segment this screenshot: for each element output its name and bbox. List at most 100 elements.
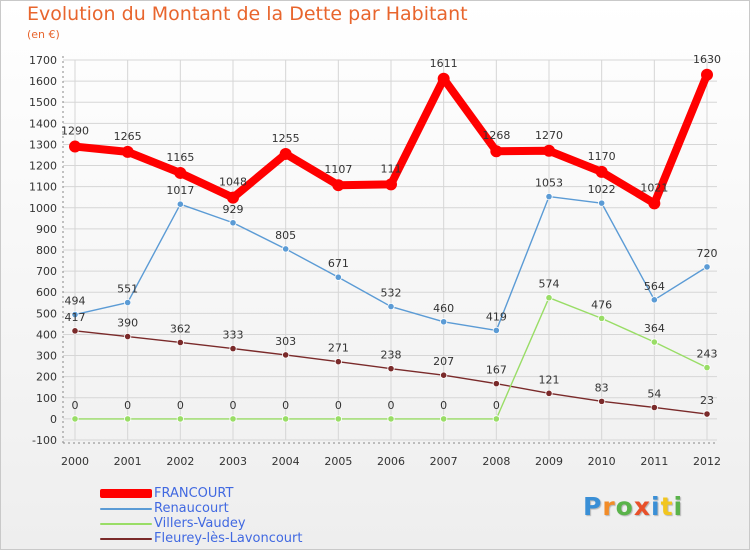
legend-swatch <box>100 522 152 525</box>
data-label-fleurey-les-lavoncourt: 390 <box>117 317 138 330</box>
y-tick-label: 800 <box>36 244 57 257</box>
data-label-fleurey-les-lavoncourt: 121 <box>539 373 560 386</box>
x-tick-label: 2005 <box>324 455 352 468</box>
data-point-francourt <box>121 145 134 158</box>
data-label-villers-vaudey: 0 <box>335 399 342 412</box>
axes: -100010020030040050060070080090010001100… <box>29 54 721 468</box>
data-label-villers-vaudey: 0 <box>388 399 395 412</box>
y-tick-label: 1700 <box>29 54 57 67</box>
y-tick-label: -100 <box>32 434 57 447</box>
data-label-villers-vaudey: 0 <box>493 399 500 412</box>
x-tick-label: 2006 <box>377 455 405 468</box>
data-label-renaucourt: 805 <box>275 229 296 242</box>
x-tick-label: 2004 <box>272 455 300 468</box>
data-label-francourt: 1021 <box>640 181 668 194</box>
data-point-fleurey-les-lavoncourt <box>650 403 658 412</box>
data-point-renaucourt <box>650 296 658 304</box>
data-point-villers-vaudey <box>124 415 132 423</box>
data-point-renaucourt <box>440 318 448 326</box>
data-point-villers-vaudey <box>71 415 79 423</box>
data-label-francourt: 1165 <box>166 151 194 164</box>
data-point-renaucourt <box>176 200 184 208</box>
data-label-francourt: 1290 <box>61 125 89 138</box>
data-label-villers-vaudey: 574 <box>539 278 560 291</box>
data-label-fleurey-les-lavoncourt: 417 <box>65 311 86 324</box>
y-tick-label: 1300 <box>29 138 57 151</box>
data-point-villers-vaudey <box>387 415 395 423</box>
data-point-renaucourt <box>334 273 342 281</box>
data-label-francourt: 111 <box>381 162 402 175</box>
y-tick-label: 1100 <box>29 181 57 194</box>
data-point-renaucourt <box>71 310 79 319</box>
x-tick-label: 2009 <box>535 455 563 468</box>
legend-swatch <box>100 507 152 510</box>
data-label-villers-vaudey: 0 <box>440 399 447 412</box>
x-tick-label: 2002 <box>166 455 194 468</box>
legend-label: Villers-Vaudey <box>154 516 246 531</box>
data-point-francourt <box>227 191 239 204</box>
data-label-fleurey-les-lavoncourt: 167 <box>486 364 507 377</box>
series-lines <box>69 68 713 423</box>
data-point-fleurey-les-lavoncourt <box>176 338 184 347</box>
data-point-villers-vaudey <box>334 415 342 423</box>
data-label-francourt: 1630 <box>693 53 721 66</box>
data-point-villers-vaudey <box>598 314 606 322</box>
y-tick-label: 300 <box>36 350 57 363</box>
data-point-francourt <box>385 178 397 191</box>
y-tick-label: 1500 <box>29 96 57 109</box>
data-label-renaucourt: 532 <box>381 287 402 300</box>
legend-swatch <box>100 489 152 498</box>
data-point-fleurey-les-lavoncourt <box>545 389 553 397</box>
y-tick-label: 500 <box>36 307 57 320</box>
legend-swatch <box>100 537 152 540</box>
data-point-renaucourt <box>598 199 606 207</box>
x-tick-label: 2008 <box>482 455 510 468</box>
data-point-francourt <box>595 165 608 178</box>
data-point-villers-vaudey <box>229 415 237 423</box>
y-tick-label: 600 <box>36 286 57 299</box>
data-label-villers-vaudey: 476 <box>591 298 612 311</box>
data-label-villers-vaudey: 0 <box>282 399 289 412</box>
data-label-francourt: 1107 <box>324 163 352 176</box>
data-point-villers-vaudey <box>176 415 184 423</box>
data-label-villers-vaudey: 364 <box>644 322 665 335</box>
data-label-fleurey-les-lavoncourt: 207 <box>433 355 454 368</box>
data-label-fleurey-les-lavoncourt: 83 <box>595 381 609 394</box>
proxiti-logo: Proxiti <box>583 492 684 521</box>
data-label-renaucourt: 494 <box>65 295 86 308</box>
data-point-villers-vaudey <box>440 415 448 423</box>
x-tick-label: 2003 <box>219 455 247 468</box>
data-label-fleurey-les-lavoncourt: 362 <box>170 322 191 335</box>
y-tick-label: 900 <box>36 223 57 236</box>
data-label-fleurey-les-lavoncourt: 271 <box>328 342 349 355</box>
data-point-fleurey-les-lavoncourt <box>440 371 448 379</box>
data-point-villers-vaudey <box>282 415 290 423</box>
data-label-renaucourt: 1017 <box>166 184 194 197</box>
data-point-francourt <box>437 72 450 85</box>
x-tick-label: 2012 <box>693 455 721 468</box>
x-tick-label: 2011 <box>640 455 668 468</box>
data-point-renaucourt <box>545 192 553 201</box>
data-point-francourt <box>174 166 187 179</box>
y-tick-label: 1600 <box>29 75 57 88</box>
data-point-francourt <box>490 145 503 158</box>
chart-title: Evolution du Montant de la Dette par Hab… <box>27 3 468 25</box>
data-point-fleurey-les-lavoncourt <box>703 410 711 418</box>
data-label-renaucourt: 929 <box>223 203 244 216</box>
data-label-villers-vaudey: 243 <box>697 348 718 361</box>
data-point-renaucourt <box>492 326 500 335</box>
chart-subtitle: (en €) <box>27 28 60 41</box>
data-point-fleurey-les-lavoncourt <box>229 344 237 353</box>
data-label-francourt: 1170 <box>588 150 616 163</box>
data-label-villers-vaudey: 0 <box>177 399 184 412</box>
data-label-renaucourt: 564 <box>644 280 665 293</box>
data-point-renaucourt <box>387 302 395 311</box>
data-label-francourt: 1270 <box>535 129 563 142</box>
data-point-fleurey-les-lavoncourt <box>598 397 606 405</box>
data-label-fleurey-les-lavoncourt: 333 <box>223 329 244 342</box>
legend-label: Fleurey-lès-Lavoncourt <box>154 531 303 546</box>
data-point-renaucourt <box>282 245 290 253</box>
data-point-francourt <box>332 179 345 192</box>
